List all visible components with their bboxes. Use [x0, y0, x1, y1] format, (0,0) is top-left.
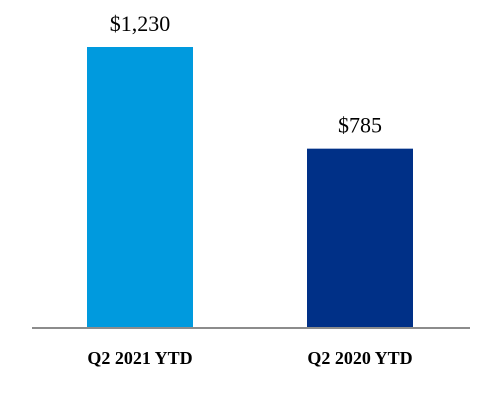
tick-labels-group: Q2 2021 YTD Q2 2020 YTD: [87, 348, 412, 368]
bar-2: [307, 148, 413, 328]
value-labels-group: $1,230 $785: [110, 11, 382, 138]
value-label-2: $785: [338, 113, 382, 138]
x-tick-label-2: Q2 2020 YTD: [307, 348, 412, 368]
bars-group: [87, 47, 413, 328]
bar-1: [87, 47, 193, 328]
x-tick-label-1: Q2 2021 YTD: [87, 348, 192, 368]
value-label-1: $1,230: [110, 11, 171, 36]
